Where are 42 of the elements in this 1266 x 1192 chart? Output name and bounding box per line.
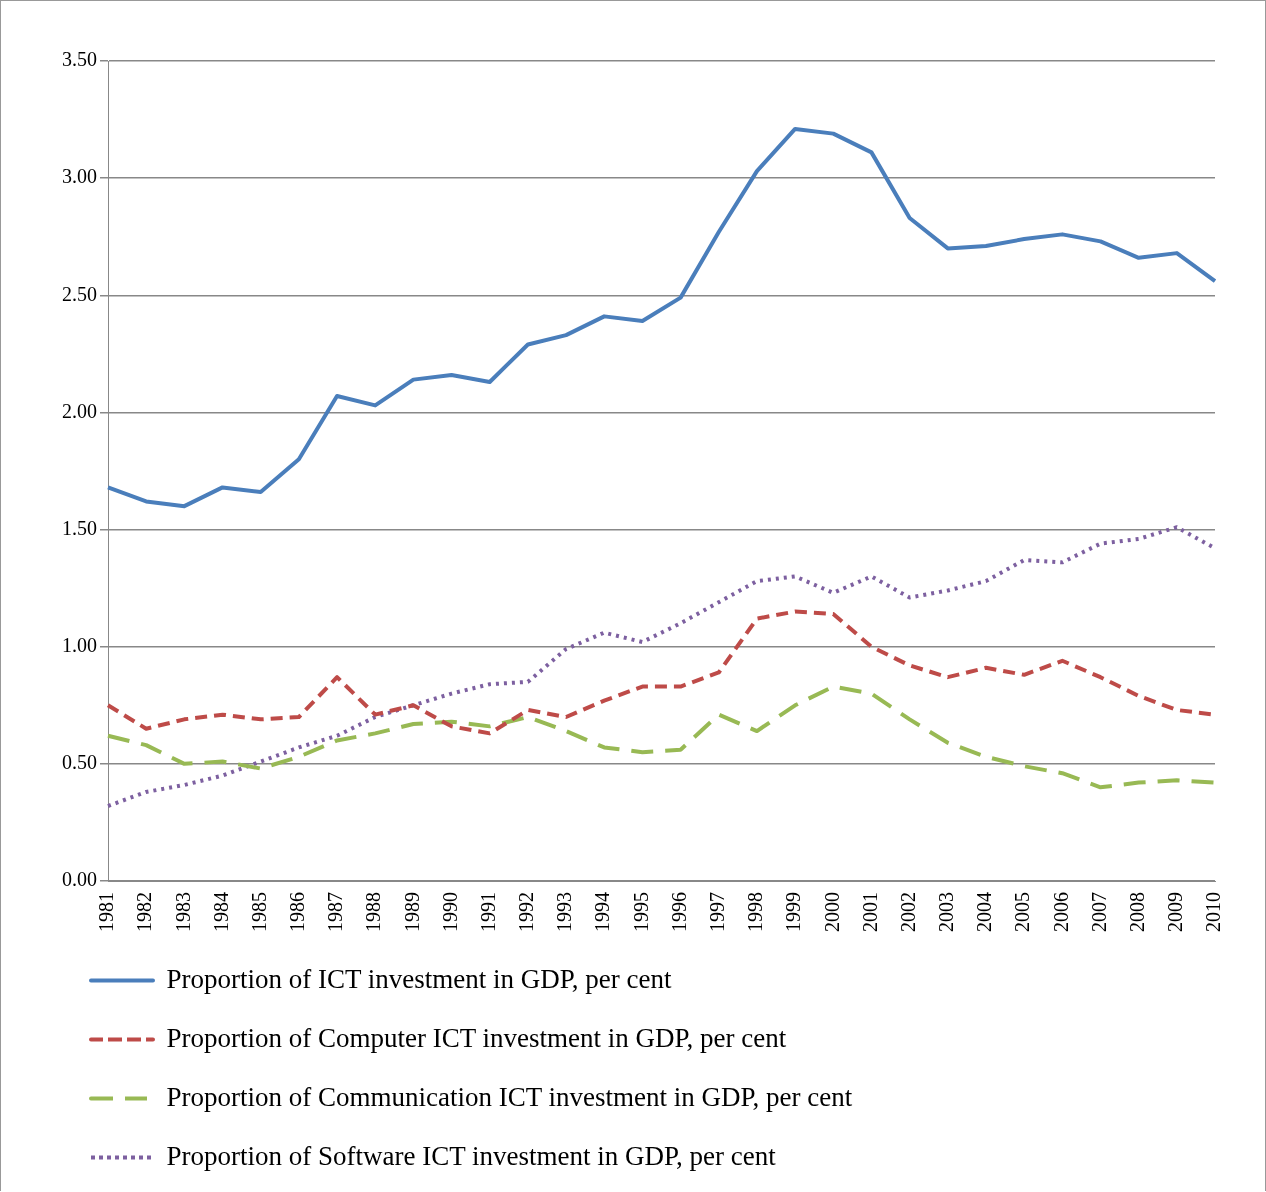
x-tick-label: 2001 (858, 892, 881, 932)
x-tick-label: 2008 (1125, 892, 1148, 932)
x-tick-label: 1997 (706, 892, 729, 932)
legend-label: Proportion of ICT investment in GDP, per cent (166, 963, 672, 994)
x-tick-label: 1982 (133, 892, 156, 932)
x-tick-label: 2009 (1164, 892, 1187, 932)
y-tick-label: 2.00 (62, 399, 97, 422)
x-tick-label: 1989 (400, 892, 423, 932)
y-tick-label: 3.50 (62, 48, 97, 71)
x-tick-label: 1991 (476, 892, 499, 932)
x-tick-label: 2007 (1087, 892, 1110, 932)
y-tick-label: 0.00 (62, 868, 97, 891)
x-tick-label: 1995 (629, 892, 652, 932)
x-tick-label: 1983 (171, 892, 194, 932)
x-tick-label: 1990 (438, 892, 461, 932)
y-tick-label: 1.00 (62, 633, 97, 656)
x-tick-label: 1985 (247, 892, 270, 932)
legend-label: Proportion of Software ICT investment in GDP, per cent (166, 1140, 777, 1171)
x-tick-label: 1987 (324, 892, 347, 932)
x-tick-label: 2000 (820, 892, 843, 932)
x-tick-label: 1988 (362, 892, 385, 932)
y-tick-label: 0.50 (62, 751, 97, 774)
x-tick-label: 2003 (935, 892, 958, 932)
legend-label: Proportion of Communication ICT investment in GDP, per cent (166, 1081, 853, 1112)
x-tick-label: 2004 (973, 892, 996, 932)
y-tick-label: 2.50 (62, 282, 97, 305)
x-tick-label: 2005 (1011, 892, 1034, 932)
x-tick-label: 1993 (553, 892, 576, 932)
x-tick-label: 2002 (896, 892, 919, 932)
x-tick-label: 1998 (744, 892, 767, 932)
x-tick-label: 1986 (286, 892, 309, 932)
y-tick-label: 1.50 (62, 516, 97, 539)
y-tick-label: 3.00 (62, 165, 97, 188)
legend-label: Proportion of Computer ICT investment in GDP, per cent (166, 1022, 787, 1053)
x-tick-label: 1981 (95, 892, 118, 932)
x-tick-label: 1984 (209, 892, 232, 932)
x-tick-label: 1999 (782, 892, 805, 932)
x-tick-label: 1994 (591, 892, 614, 932)
x-tick-label: 1992 (515, 892, 538, 932)
x-tick-label: 2010 (1202, 892, 1225, 932)
x-tick-label: 2006 (1049, 892, 1072, 932)
x-tick-label: 1996 (667, 892, 690, 932)
